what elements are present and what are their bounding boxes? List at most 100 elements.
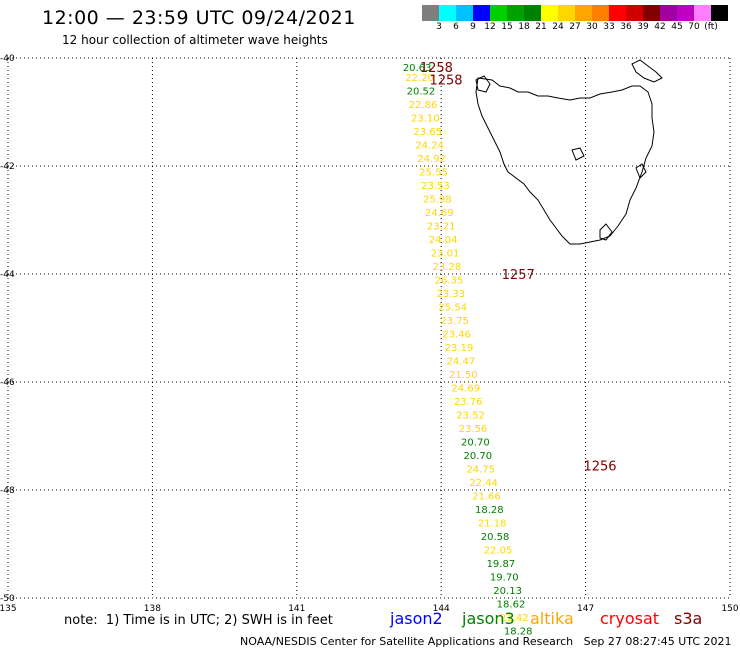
swh-point-label: 23.28: [433, 262, 462, 273]
y-tick-label: -46: [0, 378, 15, 388]
inner-lakes: [571, 147, 585, 161]
swh-point-label: 22.05: [484, 545, 513, 556]
swh-point-label: 23.10: [411, 113, 440, 124]
colorbar-swatch: [439, 5, 456, 21]
swh-point-label: 23.56: [459, 424, 488, 435]
colorbar-swatch: [609, 5, 626, 21]
swh-point-label: 20.58: [481, 532, 510, 543]
colorbar-swatch: [490, 5, 507, 21]
x-tick-label: 144: [433, 604, 450, 614]
swh-point-label: 23.53: [421, 181, 450, 192]
colorbar-labels: 3 6 9 12 15 18 21 24 27 30 33 36 39 42 45 70 (ft): [422, 22, 740, 34]
y-tick-label: -42: [0, 162, 15, 172]
colorbar-label: 33: [603, 22, 615, 32]
colorbar-label: 42: [654, 22, 666, 32]
x-tick-label: 150: [721, 604, 738, 614]
swh-point-label: 25.54: [438, 302, 467, 313]
swh-point-label: 21.18: [478, 518, 507, 529]
swh-point-label: 24.47: [447, 356, 476, 367]
footer-note: note: 1) Time is in UTC; 2) SWH is in fe…: [64, 613, 333, 628]
colorbar-swatch: [677, 5, 694, 21]
grid-lines: [7, 57, 731, 599]
colorbar-label: (ft): [704, 22, 718, 32]
swh-point-label: 24.75: [466, 464, 495, 475]
legend-jason2: jason2: [390, 609, 443, 628]
x-tick-label: 138: [144, 604, 161, 614]
swh-point-label: 20.13: [493, 586, 522, 597]
legend-jason3: jason3: [462, 609, 515, 628]
swh-point-label: 18.62: [497, 599, 526, 610]
colorbar-swatch: [626, 5, 643, 21]
colorbar-swatch: [456, 5, 473, 21]
swh-point-label: 18.28: [504, 626, 533, 637]
legend-s3a: s3a: [674, 609, 703, 628]
colorbar-label: 18: [518, 22, 530, 32]
swh-point-label: 20.70: [463, 451, 492, 462]
king-island: [475, 75, 491, 93]
axis-labels: 135 138 141 144 147 150 -40 -42 -44 -46 -48 -50: [0, 54, 739, 614]
swh-point-label: 23.33: [437, 289, 466, 300]
swh-point-label: 24.69: [451, 383, 480, 394]
time-label: 1257: [502, 268, 535, 283]
swh-point-label: 20.52: [407, 86, 436, 97]
colorbar-label: 6: [453, 22, 459, 32]
colorbar-label: 12: [484, 22, 496, 32]
swh-point-label: 22.86: [409, 100, 438, 111]
maria-island: [635, 163, 647, 179]
colorbar-label: 24: [552, 22, 564, 32]
flinders-island: [631, 59, 663, 83]
colorbar: [422, 5, 728, 21]
swh-point-label: 23.01: [431, 248, 460, 259]
swh-point-label: 23.19: [445, 343, 474, 354]
colorbar-swatch: [643, 5, 660, 21]
time-label: 1256: [583, 460, 616, 475]
bruny-island: [599, 223, 613, 241]
swh-point-label: 23.65: [413, 127, 442, 138]
swh-point-label: 20.63: [403, 63, 432, 74]
colorbar-swatch: [524, 5, 541, 21]
x-tick-label: 141: [288, 604, 305, 614]
colorbar-label: 70: [688, 22, 700, 32]
colorbar-swatch: [694, 5, 711, 21]
swh-point-label: 18.28: [475, 505, 504, 516]
x-tick-label: 147: [577, 604, 594, 614]
colorbar-label: 21: [535, 22, 547, 32]
swh-point-label: 24.24: [415, 140, 444, 151]
tasmania-coast: [475, 77, 655, 245]
swh-point-label: 21.42: [500, 613, 529, 624]
time-label: 1258: [420, 61, 453, 76]
colorbar-swatch: [422, 5, 439, 21]
colorbar-label: 39: [637, 22, 649, 32]
swh-point-label: 22.44: [469, 478, 498, 489]
y-tick-label: -50: [0, 594, 15, 604]
y-tick-label: -40: [0, 54, 15, 64]
colorbar-label: 3: [436, 22, 442, 32]
legend-cryosat: cryosat: [600, 609, 660, 628]
colorbar-label: 30: [586, 22, 598, 32]
swh-point-label: 21.66: [472, 491, 501, 502]
legend-altika: altika: [530, 609, 574, 628]
colorbar-label: 27: [569, 22, 581, 32]
chart-title: 12:00 — 23:59 UTC 09/24/2021: [42, 7, 356, 29]
colorbar-swatch: [558, 5, 575, 21]
swh-point-label: 24.92: [417, 154, 446, 165]
colorbar-swatch: [660, 5, 677, 21]
colorbar-swatch: [507, 5, 524, 21]
colorbar-swatch: [473, 5, 490, 21]
colorbar-label: 9: [470, 22, 476, 32]
colorbar-swatch: [592, 5, 609, 21]
colorbar-label: 45: [671, 22, 683, 32]
swh-point-label: 24.04: [429, 235, 458, 246]
swh-point-label: 22.20: [405, 73, 434, 84]
swh-point-label: 23.21: [427, 221, 456, 232]
time-label: 1258: [429, 74, 462, 89]
colorbar-label: 15: [501, 22, 513, 32]
swh-point-label: 19.87: [487, 559, 516, 570]
swh-point-label: 19.70: [490, 572, 519, 583]
swh-point-label: 25.98: [423, 194, 452, 205]
swh-point-label: 26.35: [435, 275, 464, 286]
swh-point-label: 20.70: [461, 437, 490, 448]
